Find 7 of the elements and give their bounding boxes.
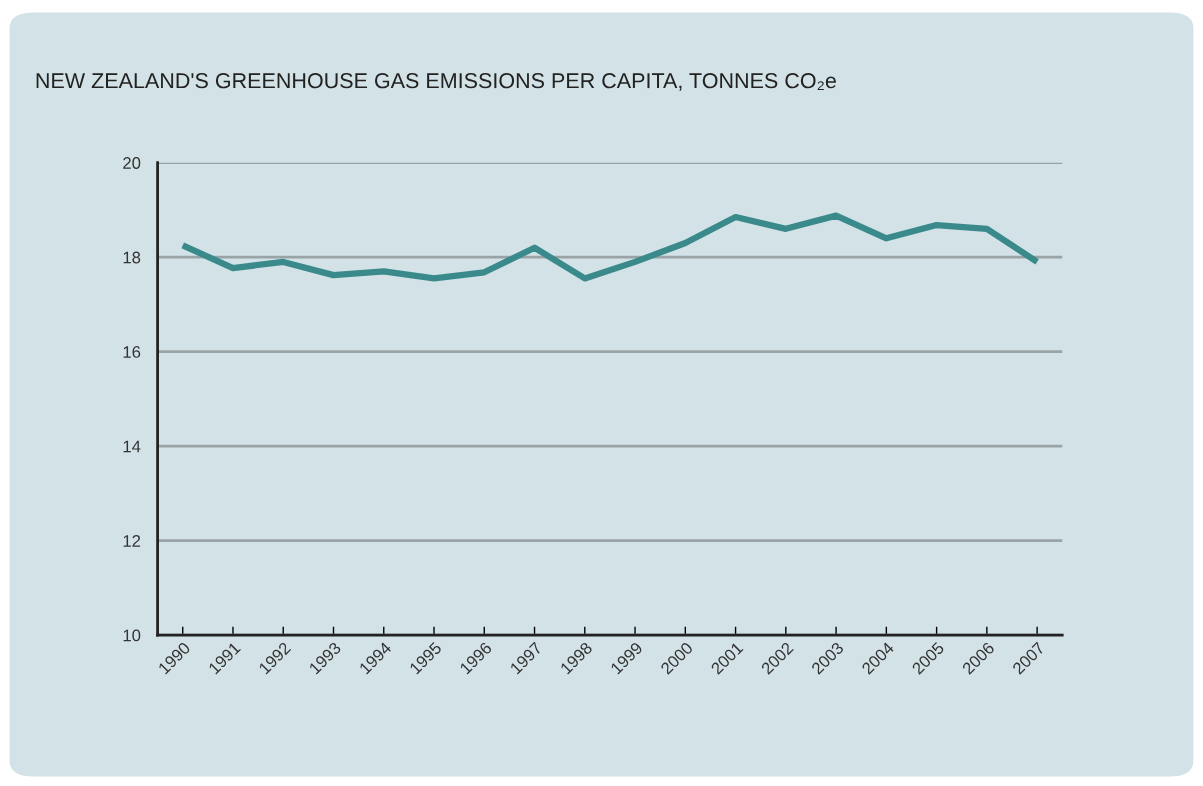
y-tick-label: 14 [123,440,141,453]
y-tick-label: 16 [123,346,141,358]
chart-title: NEW ZEALAND'S GREENHOUSE GAS EMISSIONS PER CAPITA, TONNES CO₂e [36,73,836,91]
y-tick-label: 18 [123,251,141,264]
y-tick-label: 12 [123,535,141,547]
y-tick-label: 20 [123,157,141,169]
y-tick-label: 10 [123,629,141,642]
